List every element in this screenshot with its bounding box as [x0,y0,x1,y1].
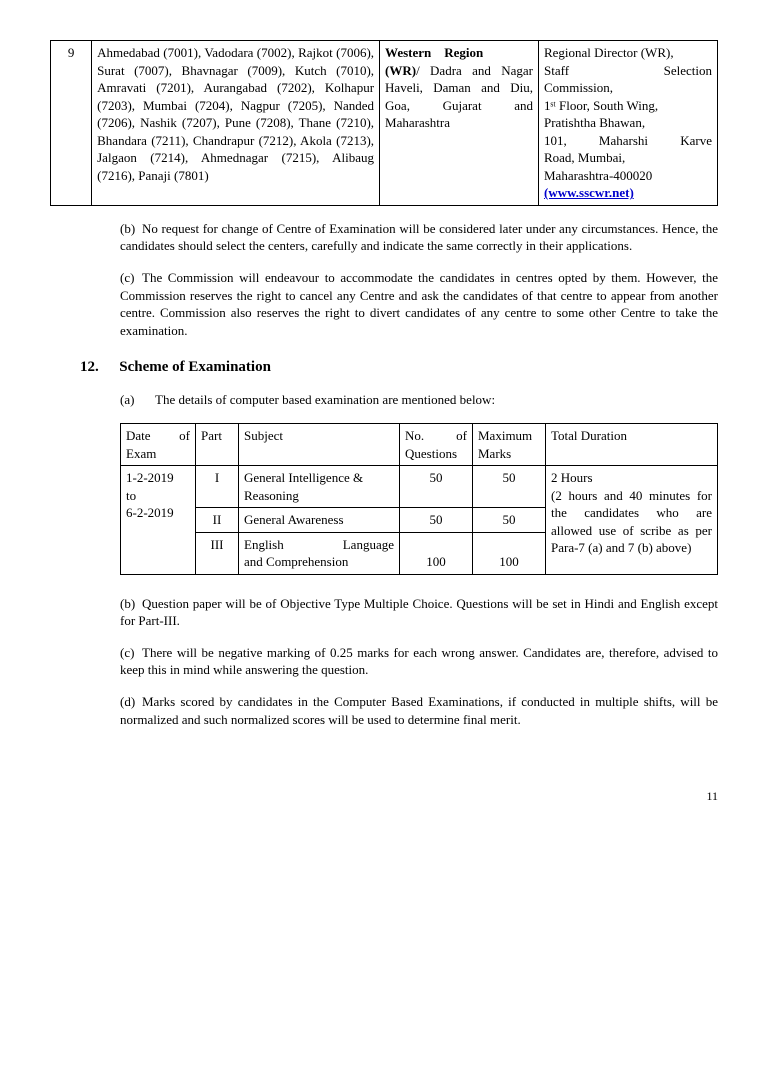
row-num: 9 [51,41,92,206]
table-row: 1-2-2019 to 6-2-2019 I General Intellige… [121,466,718,508]
para-text: The details of computer based examinatio… [155,392,495,407]
page-number: 11 [50,788,718,804]
address-cell: Regional Director (WR), Staff Selection C… [538,41,717,206]
scheme-table: Date of Exam Part Subject No. of Questions… [120,423,718,575]
section-heading: 12. Scheme of Examination [80,357,718,377]
para-text: Marks scored by candidates in the Comput… [120,694,718,727]
addr-line: Maharashtra-400020 [544,168,652,183]
part-cell: III [196,532,239,574]
region-word: Region [444,45,483,60]
section-num: 12. [80,357,116,377]
para-c2: (c)There will be negative marking of 0.2… [120,644,718,679]
date-line: 1-2-2019 [126,470,174,485]
subject-cell: English Language and Comprehension [239,532,400,574]
m-cell: 50 [473,466,546,508]
col-duration: Total Duration [546,424,718,466]
sword: and Comprehension [244,554,348,569]
website-link[interactable]: (www.sscwr.net) [544,185,634,200]
subject-cell: General Intelligence & Reasoning [239,466,400,508]
col-questions: No. of Questions [400,424,473,466]
hword: Questions [405,446,457,461]
m-cell: 50 [473,508,546,533]
para-text: There will be negative marking of 0.25 m… [120,645,718,678]
addr-line: Regional Director (WR), [544,45,674,60]
addr-line: Selection [664,62,712,80]
q-cell: 50 [400,466,473,508]
hword: Marks [478,446,511,461]
addr-line: Staff [544,62,569,80]
para-text: Question paper will be of Objective Type… [120,596,718,629]
q-cell: 100 [400,532,473,574]
date-line: 6-2-2019 [126,505,174,520]
region-word: (WR) [385,63,416,78]
m-cell: 100 [473,532,546,574]
section-title: Scheme of Examination [119,359,271,375]
date-line: to [126,488,136,503]
addr-line: 1ˢᵗ Floor, South Wing, [544,98,658,113]
table-header-row: Date of Exam Part Subject No. of Questions… [121,424,718,466]
region-table: 9 Ahmedabad (7001), Vadodara (7002), Raj… [50,40,718,206]
col-marks: Maximum Marks [473,424,546,466]
col-date: Date of Exam [121,424,196,466]
hword: Date [126,427,151,445]
para-label: (c) [120,644,142,662]
region-word: Western [385,45,431,60]
para-c: (c)The Commission will endeavour to acco… [120,269,718,339]
part-cell: II [196,508,239,533]
addr-line: 101, [544,132,567,150]
sword: Language [343,536,394,554]
date-cell: 1-2-2019 to 6-2-2019 [121,466,196,575]
para-label: (c) [120,269,142,287]
hword: of [456,427,467,445]
para-label: (b) [120,220,142,238]
part-cell: I [196,466,239,508]
para-label: (a) [120,391,142,409]
hword: No. [405,427,424,445]
sword: English [244,536,284,554]
addr-line: Road, Mumbai, [544,150,625,165]
para-d2: (d)Marks scored by candidates in the Com… [120,693,718,728]
addr-line: Pratishtha Bhawan, [544,115,645,130]
duration-cell: 2 Hours (2 hours and 40 minutes for the … [546,466,718,575]
para-label: (b) [120,595,142,613]
col-subject: Subject [239,424,400,466]
para-text: The Commission will endeavour to accommo… [120,270,718,338]
centres-cell: Ahmedabad (7001), Vadodara (7002), Rajko… [92,41,380,206]
addr-line: Commission, [544,80,613,95]
addr-line: Karve [680,132,712,150]
para-label: (d) [120,693,142,711]
hword: Maximum [478,428,532,443]
table-row: 9 Ahmedabad (7001), Vadodara (7002), Raj… [51,41,718,206]
q-cell: 50 [400,508,473,533]
region-cell: Western Region(WR)/ Dadra and Nagar Have… [380,41,539,206]
hword: Exam [126,446,156,461]
addr-line: Maharshi [599,132,648,150]
col-part: Part [196,424,239,466]
para-text: No request for change of Centre of Exami… [120,221,718,254]
para-b: (b)No request for change of Centre of Ex… [120,220,718,255]
para-b2: (b)Question paper will be of Objective T… [120,595,718,630]
subject-cell: General Awareness [239,508,400,533]
para-a2: (a) The details of computer based examin… [120,391,718,409]
hword: of [179,427,190,445]
